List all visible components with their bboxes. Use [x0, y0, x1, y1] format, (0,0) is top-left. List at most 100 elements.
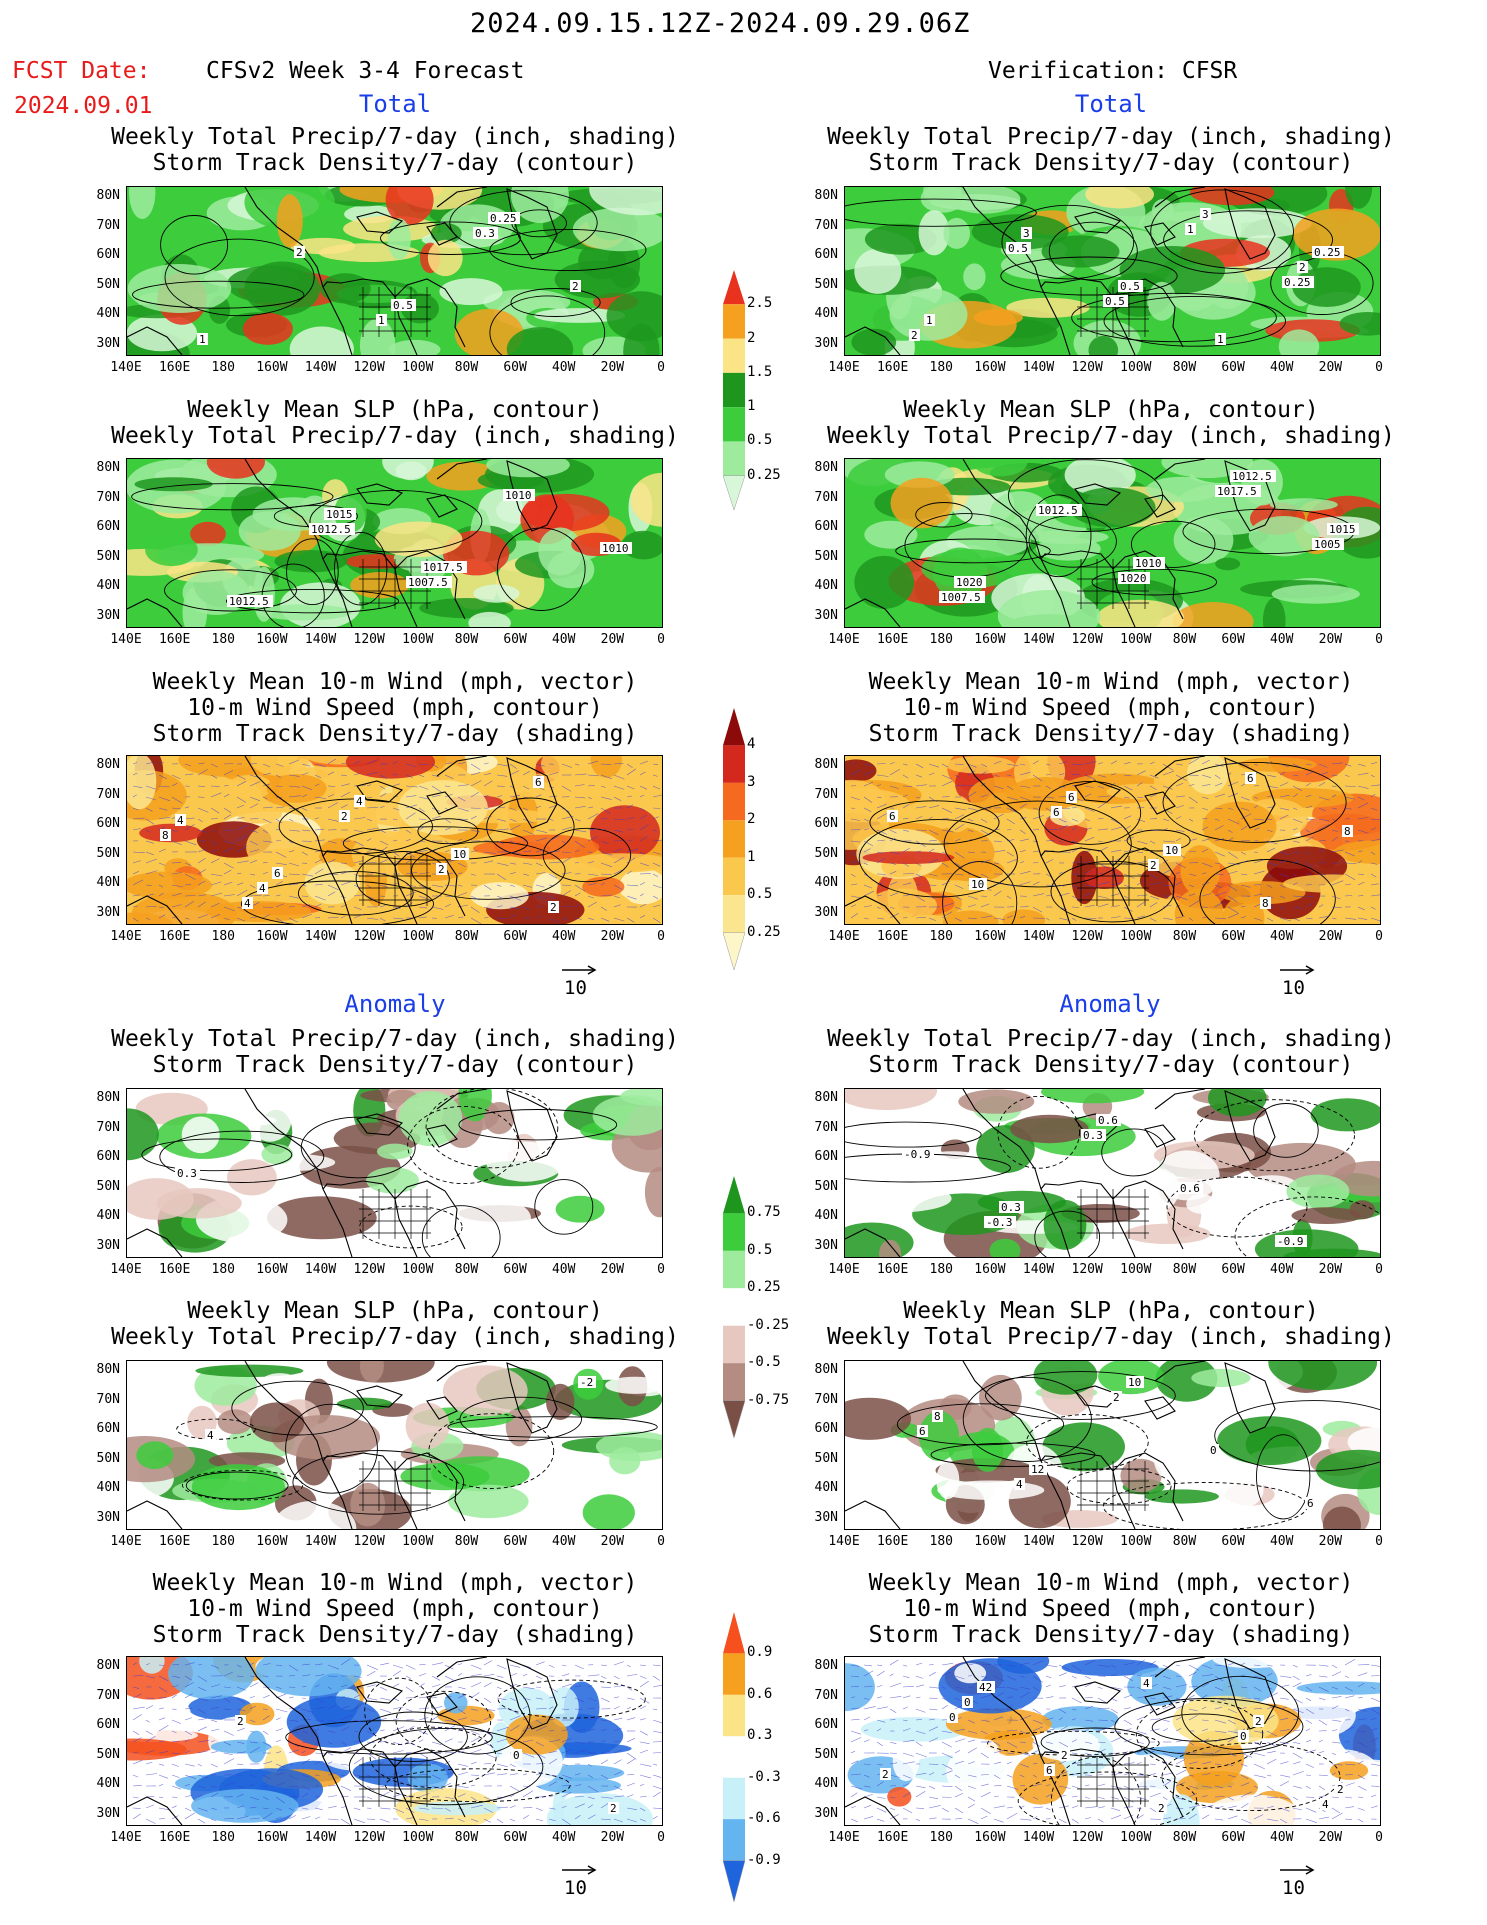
lon-tick-label: 140E — [828, 1830, 860, 1845]
lon-tick-label: 60W — [1221, 1830, 1245, 1845]
contour-label: 2 — [572, 280, 579, 293]
lon-tick-label: 160E — [876, 929, 909, 944]
lon-tick-label: 160W — [256, 1534, 288, 1549]
lat-tick-label: 70N — [814, 1391, 838, 1407]
lat-tick-label: 60N — [96, 816, 120, 831]
lat-tick-label: 40N — [96, 578, 120, 593]
lat-tick-label: 50N — [96, 1450, 120, 1466]
contour-label: 0.25 — [1284, 276, 1311, 289]
lat-tick-label: 70N — [96, 786, 120, 802]
lon-tick-label: 60W — [503, 1534, 527, 1549]
panel-title-line: Storm Track Density/7-day (shading) — [868, 721, 1354, 747]
lon-tick-label: 140W — [304, 1262, 337, 1277]
panel-title-line: Weekly Mean 10-m Wind (mph, vector) — [152, 669, 638, 695]
lon-tick-label: 60W — [1221, 632, 1245, 647]
lon-tick-label: 100W — [402, 929, 434, 944]
lat-tick-label: 40N — [814, 875, 838, 890]
colorbar-label: 0.9 — [747, 1644, 773, 1661]
lon-tick-label: 160E — [876, 632, 909, 647]
lat-tick-label: 30N — [814, 1805, 838, 1821]
contour-label: 2 — [1299, 261, 1306, 274]
lon-tick-label: 120W — [353, 1830, 385, 1845]
contour-label: 2 — [1255, 1715, 1262, 1728]
contour-label: 2 — [1113, 1391, 1120, 1404]
vector-key: 10 — [1278, 1862, 1318, 1899]
lon-tick-label: 40W — [551, 1830, 576, 1845]
lon-tick-label: 160W — [256, 360, 288, 375]
lat-tick-label: 30N — [96, 1805, 120, 1821]
panel-title-line: Weekly Mean 10-m Wind (mph, vector) — [868, 1570, 1354, 1596]
lat-tick-label: 70N — [96, 217, 120, 233]
contour-label: 0 — [1240, 1730, 1247, 1743]
lon-tick-label: 20W — [1318, 632, 1343, 647]
contour-label: 4 — [177, 814, 184, 827]
lon-tick-label: 20W — [1318, 1830, 1343, 1845]
lon-tick-label: 20W — [600, 360, 625, 375]
contour-label: 1 — [199, 333, 206, 346]
lon-tick-label: 160W — [256, 632, 288, 647]
lat-tick-label: 80N — [814, 188, 838, 203]
panel-title-line: Storm Track Density/7-day (contour) — [152, 150, 638, 176]
lon-tick-label: 60W — [503, 632, 527, 647]
lon-tick-label: 80W — [1172, 929, 1197, 944]
lon-tick-label: 120W — [1071, 360, 1103, 375]
lon-tick-label: 0 — [657, 632, 665, 647]
contour-label: 2 — [882, 1768, 889, 1781]
panel-title-line: 10-m Wind Speed (mph, contour) — [903, 695, 1319, 721]
panel-title-line: Weekly Mean SLP (hPa, contour) — [903, 1298, 1319, 1324]
lon-tick-label: 140W — [1022, 929, 1055, 944]
lat-tick-label: 70N — [814, 217, 838, 233]
lon-tick-label: 140W — [1022, 632, 1055, 647]
contour-label: 10 — [453, 848, 466, 861]
lon-tick-label: 0 — [1375, 1830, 1383, 1845]
contour-label: 1012.5 — [229, 595, 269, 608]
lon-tick-label: 100W — [402, 1534, 434, 1549]
lon-tick-label: 160W — [974, 1830, 1006, 1845]
colorbar-label: 1 — [747, 848, 756, 865]
lon-tick-label: 160E — [158, 632, 191, 647]
contour-label: 10 — [1128, 1376, 1141, 1389]
lon-tick-label: 140E — [110, 929, 142, 944]
fcst-date-value: 2024.09.01 — [14, 93, 153, 119]
lon-tick-label: 120W — [1071, 1262, 1103, 1277]
lat-tick-label: 80N — [96, 1658, 120, 1673]
lon-tick-label: 140W — [304, 1830, 337, 1845]
lon-tick-label: 80W — [454, 360, 479, 375]
map-field: 6 2 6 8 10 6 10 8 6 — [845, 756, 1380, 924]
lon-tick-label: 140E — [828, 1262, 860, 1277]
lon-tick-label: 120W — [353, 360, 385, 375]
lon-tick-label: 0 — [657, 1830, 665, 1845]
contour-label: -0.9 — [904, 1148, 931, 1161]
section-total-right: Total — [1074, 90, 1148, 118]
colorbar-label: 1 — [747, 398, 756, 415]
lon-tick-label: 80W — [1172, 360, 1197, 375]
lon-tick-label: 160W — [256, 1830, 288, 1845]
vector-key-label: 10 — [1282, 1877, 1305, 1899]
lon-tick-label: 20W — [600, 1262, 625, 1277]
map-plot: -0.3 0.3 0.6 -0.9 -0.9 0.3 0.6 — [844, 1088, 1381, 1258]
lat-tick-label: 60N — [814, 247, 838, 262]
contour-label: 2 — [550, 901, 557, 914]
lon-tick-label: 180 — [929, 1534, 954, 1549]
lon-tick-label: 40W — [551, 929, 576, 944]
lon-tick-label: 180 — [211, 1262, 236, 1277]
lon-tick-label: 140E — [110, 360, 142, 375]
colorbar-label: 2 — [747, 329, 756, 346]
colorbar-label: -0.25 — [747, 1316, 790, 1333]
lat-tick-label: 80N — [96, 188, 120, 203]
lat-tick-label: 30N — [96, 1237, 120, 1253]
contour-label: 0.5 — [393, 299, 413, 312]
lat-tick-label: 60N — [96, 247, 120, 262]
panel-title-line: Weekly Total Precip/7-day (inch, shading… — [827, 423, 1395, 449]
contour-label: 8 — [934, 1410, 941, 1423]
lon-tick-label: 20W — [600, 632, 625, 647]
panel-title-line: Weekly Total Precip/7-day (inch, shading… — [111, 124, 679, 150]
lon-tick-label: 140E — [828, 360, 860, 375]
lon-tick-label: 160E — [158, 1262, 191, 1277]
contour-label: 1 — [1187, 223, 1194, 236]
vector-key-label: 10 — [564, 977, 587, 999]
lat-tick-label: 40N — [814, 1776, 838, 1791]
lon-tick-label: 180 — [211, 632, 236, 647]
lon-tick-label: 140W — [304, 1534, 337, 1549]
lat-tick-label: 40N — [96, 1776, 120, 1791]
